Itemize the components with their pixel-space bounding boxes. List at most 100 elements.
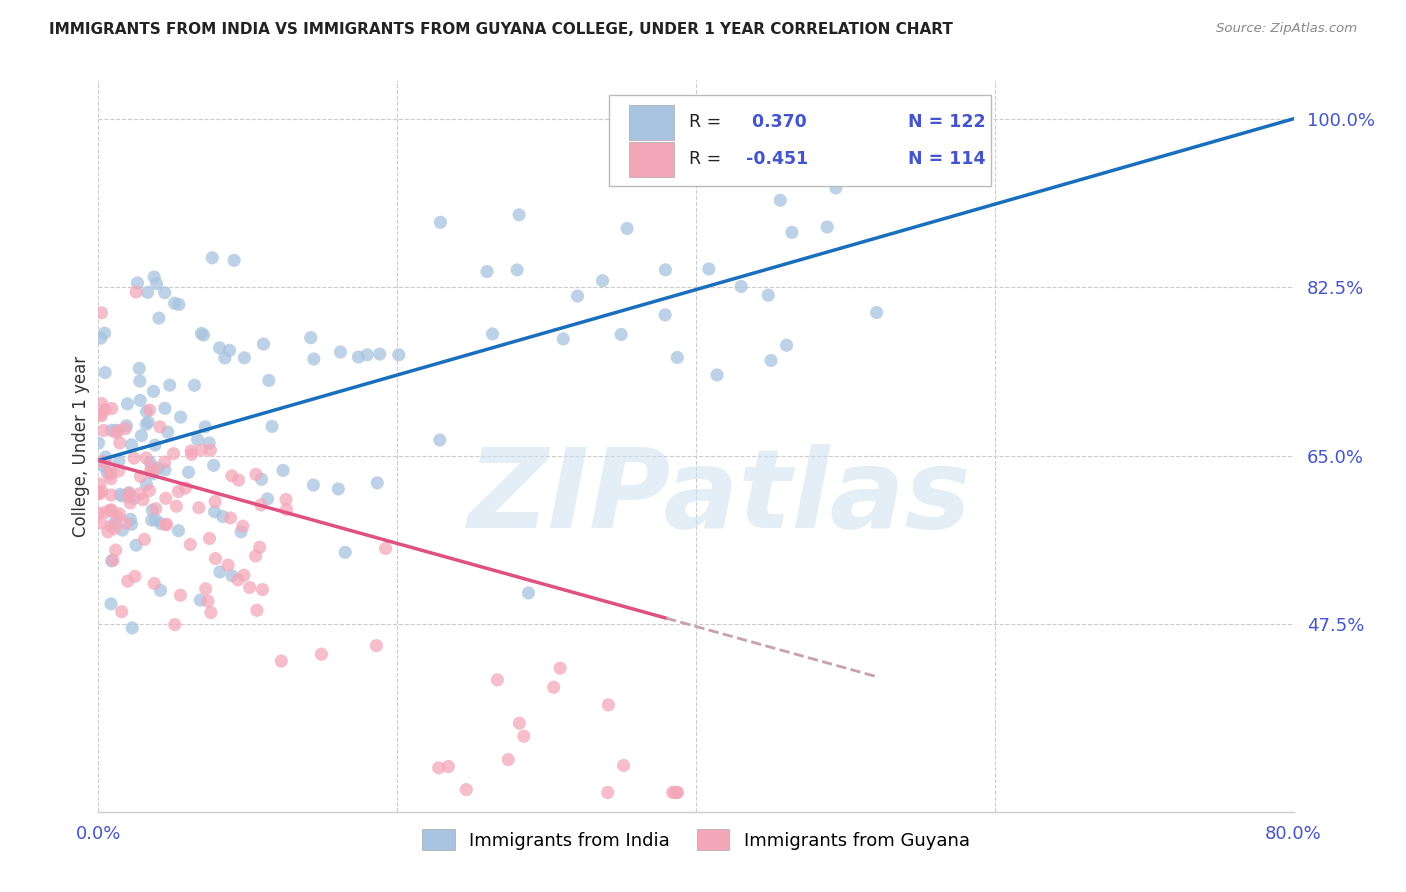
Point — [163, 296, 186, 310]
Point — [186, 433, 208, 447]
Point — [508, 716, 530, 731]
Point — [257, 374, 280, 388]
Point — [456, 782, 478, 797]
Point — [100, 519, 122, 533]
Point — [202, 458, 225, 473]
Point — [156, 425, 179, 439]
Point — [139, 465, 162, 479]
Text: ZIPatlas: ZIPatlas — [468, 443, 972, 550]
Point — [517, 586, 540, 600]
Point — [159, 378, 181, 392]
Point — [100, 503, 122, 517]
Point — [94, 403, 117, 417]
Point — [136, 285, 159, 300]
Text: N = 114: N = 114 — [907, 150, 986, 168]
Point — [863, 116, 886, 130]
FancyBboxPatch shape — [609, 95, 991, 186]
Point — [87, 436, 110, 450]
Point — [661, 785, 683, 799]
Point — [548, 661, 571, 675]
Point — [141, 503, 163, 517]
Point — [100, 465, 122, 479]
Point — [105, 425, 128, 440]
Point — [129, 469, 152, 483]
Point — [107, 424, 129, 438]
Point — [486, 673, 509, 687]
Point — [155, 517, 177, 532]
Point — [388, 348, 411, 362]
Legend: Immigrants from India, Immigrants from Guyana: Immigrants from India, Immigrants from G… — [415, 822, 977, 857]
Point — [543, 680, 565, 694]
Point — [125, 538, 148, 552]
Point — [131, 428, 153, 442]
Y-axis label: College, Under 1 year: College, Under 1 year — [72, 355, 90, 537]
Point — [211, 509, 233, 524]
Point — [105, 423, 128, 437]
Point — [567, 289, 589, 303]
Point — [498, 753, 520, 767]
Point — [193, 328, 215, 343]
Point — [232, 519, 254, 533]
Point — [226, 573, 249, 587]
Point — [437, 759, 460, 773]
Text: R =: R = — [689, 150, 727, 168]
Point — [145, 513, 167, 527]
Point — [118, 486, 141, 500]
Point — [271, 463, 294, 477]
Point — [250, 498, 273, 512]
Point — [93, 424, 115, 438]
Point — [90, 331, 112, 345]
Point — [165, 500, 187, 514]
Point — [596, 785, 619, 799]
Point — [299, 331, 322, 345]
Point — [730, 279, 752, 293]
Point — [108, 487, 131, 501]
Point — [201, 251, 224, 265]
Point — [302, 351, 325, 366]
Point — [865, 305, 887, 319]
Point — [221, 468, 243, 483]
Point — [328, 482, 350, 496]
Point — [118, 485, 141, 500]
Point — [135, 404, 157, 418]
Point — [666, 351, 689, 365]
Point — [156, 517, 179, 532]
Point — [87, 487, 110, 501]
Point — [104, 543, 127, 558]
Point — [104, 516, 127, 530]
Point — [90, 397, 112, 411]
Text: R =: R = — [689, 113, 727, 131]
Point — [228, 473, 250, 487]
Point — [90, 409, 112, 423]
Point — [612, 758, 634, 772]
Point — [744, 168, 766, 182]
Point — [100, 488, 122, 502]
Point — [697, 262, 720, 277]
Point — [508, 208, 530, 222]
Point — [149, 420, 172, 434]
Point — [155, 491, 177, 506]
Point — [87, 485, 110, 500]
Point — [138, 403, 160, 417]
Point — [153, 401, 176, 416]
Point — [179, 537, 201, 551]
Point — [666, 785, 689, 799]
Point — [149, 516, 172, 531]
Point — [204, 551, 226, 566]
Point — [107, 510, 129, 524]
Point — [145, 277, 167, 291]
Point — [115, 516, 138, 531]
Point — [124, 569, 146, 583]
Point — [153, 455, 176, 469]
Point — [188, 593, 211, 607]
Point — [128, 374, 150, 388]
Point — [142, 384, 165, 399]
Point — [187, 500, 209, 515]
Point — [94, 366, 117, 380]
Point — [143, 270, 166, 285]
Point — [129, 393, 152, 408]
Point — [200, 606, 222, 620]
Point — [93, 326, 115, 341]
Point — [107, 464, 129, 478]
Point — [252, 582, 274, 597]
